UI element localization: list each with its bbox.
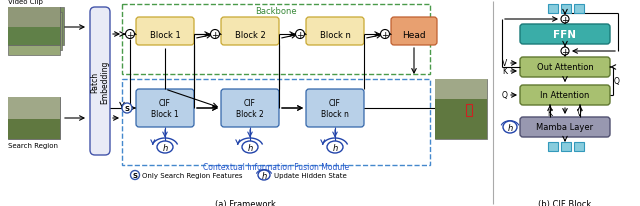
- Circle shape: [561, 16, 569, 24]
- Text: Block n: Block n: [319, 30, 351, 39]
- Text: CIF
Block 2: CIF Block 2: [236, 99, 264, 118]
- Text: +: +: [561, 48, 569, 56]
- Bar: [8, 97, 60, 119]
- Text: Block 1: Block 1: [150, 30, 180, 39]
- Ellipse shape: [503, 121, 517, 133]
- Text: h: h: [261, 171, 267, 180]
- Bar: [574, 142, 584, 151]
- Bar: [122, 5, 430, 75]
- Text: Contextual Information Fusion Module: Contextual Information Fusion Module: [203, 162, 349, 171]
- Text: K: K: [502, 67, 507, 76]
- Text: +: +: [296, 31, 304, 40]
- FancyBboxPatch shape: [520, 117, 610, 137]
- FancyBboxPatch shape: [90, 8, 110, 155]
- Text: S: S: [125, 106, 129, 112]
- Text: (a) Framework: (a) Framework: [214, 199, 275, 206]
- Bar: [8, 119, 60, 139]
- Text: Mamba Layer: Mamba Layer: [536, 123, 593, 132]
- Bar: [435, 80, 487, 139]
- Text: CIF
Block n: CIF Block n: [321, 99, 349, 118]
- Bar: [574, 5, 584, 14]
- Text: h: h: [508, 123, 513, 132]
- Bar: [548, 5, 558, 14]
- Text: CIF
Block 1: CIF Block 1: [151, 99, 179, 118]
- FancyBboxPatch shape: [520, 25, 610, 45]
- Bar: [466, 104, 472, 116]
- Bar: [8, 18, 60, 56]
- Text: Patch
Embedding: Patch Embedding: [90, 60, 109, 103]
- Bar: [561, 5, 571, 14]
- FancyBboxPatch shape: [306, 90, 364, 127]
- Bar: [8, 97, 60, 139]
- Circle shape: [296, 30, 305, 39]
- Text: (b) CIF Block: (b) CIF Block: [538, 199, 591, 206]
- Text: Q: Q: [614, 77, 620, 86]
- Text: h: h: [332, 143, 338, 152]
- FancyBboxPatch shape: [306, 18, 364, 46]
- Text: V: V: [577, 109, 582, 117]
- FancyBboxPatch shape: [136, 18, 194, 46]
- Text: K: K: [547, 109, 552, 117]
- Ellipse shape: [258, 170, 270, 180]
- FancyBboxPatch shape: [136, 90, 194, 127]
- Text: In Attention: In Attention: [540, 91, 589, 100]
- Bar: [435, 80, 487, 99]
- Ellipse shape: [157, 141, 173, 153]
- Bar: [435, 99, 487, 139]
- Circle shape: [131, 171, 140, 180]
- Ellipse shape: [242, 141, 258, 153]
- Bar: [10, 13, 62, 51]
- FancyBboxPatch shape: [391, 18, 437, 46]
- Text: Q: Q: [501, 91, 507, 100]
- Bar: [8, 28, 60, 46]
- Bar: [8, 8, 60, 46]
- Bar: [548, 142, 558, 151]
- Text: +: +: [381, 31, 388, 40]
- Text: Out Attention: Out Attention: [536, 63, 593, 72]
- Text: Backbone: Backbone: [255, 7, 297, 16]
- Text: Block 2: Block 2: [235, 30, 266, 39]
- Ellipse shape: [327, 141, 343, 153]
- Text: Video Clip: Video Clip: [8, 0, 43, 5]
- Circle shape: [561, 48, 569, 56]
- FancyBboxPatch shape: [221, 18, 279, 46]
- Text: h: h: [163, 143, 168, 152]
- Text: +: +: [211, 31, 219, 40]
- FancyBboxPatch shape: [520, 85, 610, 105]
- Bar: [561, 142, 571, 151]
- Text: Update Hidden State: Update Hidden State: [274, 172, 347, 178]
- Bar: [12, 8, 64, 46]
- Circle shape: [381, 30, 390, 39]
- Text: +: +: [126, 31, 134, 40]
- Circle shape: [125, 30, 134, 39]
- Text: S: S: [132, 172, 138, 178]
- FancyBboxPatch shape: [520, 58, 610, 78]
- Bar: [122, 80, 430, 165]
- Text: FFN: FFN: [554, 30, 577, 40]
- Text: Search Region: Search Region: [8, 142, 58, 148]
- Text: h: h: [248, 143, 253, 152]
- Text: +: +: [561, 16, 569, 25]
- FancyBboxPatch shape: [221, 90, 279, 127]
- Text: Only Search Region Features: Only Search Region Features: [142, 172, 243, 178]
- Text: Head: Head: [402, 30, 426, 39]
- Circle shape: [211, 30, 220, 39]
- Bar: [8, 8, 60, 28]
- Text: V: V: [502, 59, 507, 68]
- Circle shape: [122, 103, 132, 114]
